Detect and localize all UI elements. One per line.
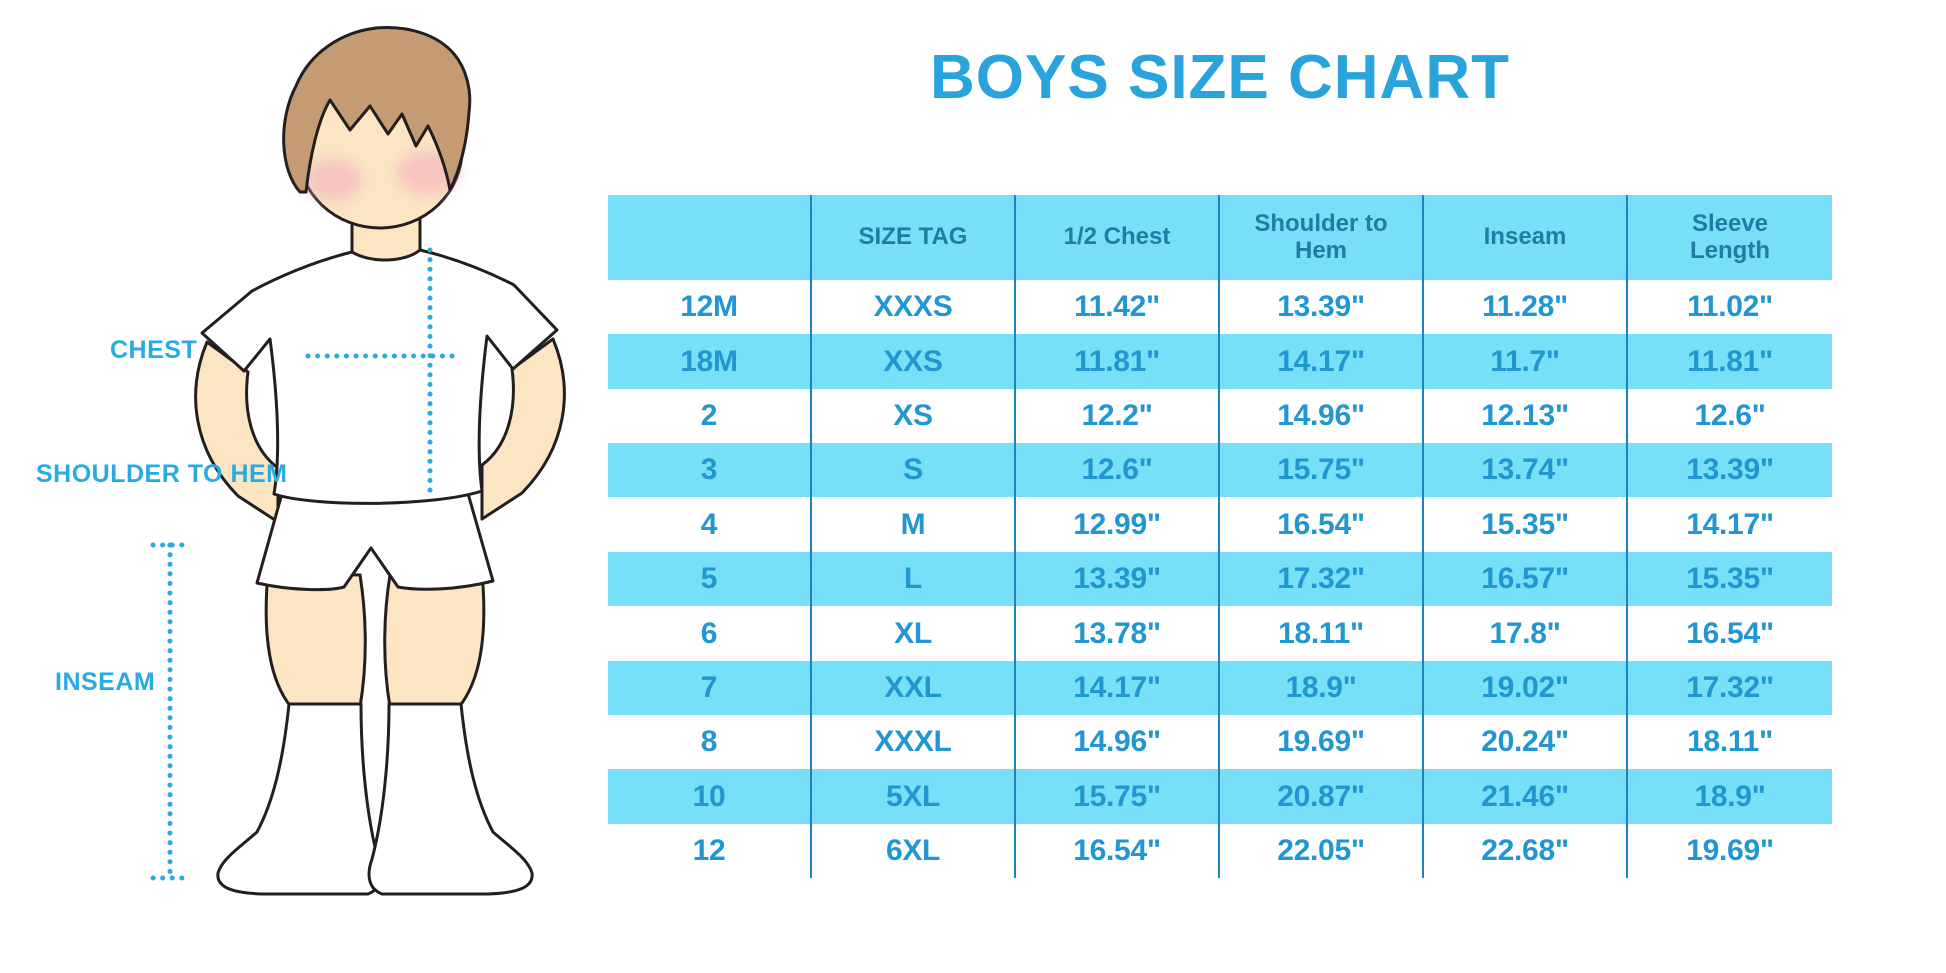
table-cell-r1-c3: 14.17" (1220, 334, 1424, 389)
table-cell-r10-c1: 6XL (812, 823, 1016, 878)
table-cell-r5-c0: 5 (608, 551, 812, 607)
boy-blush-left (304, 159, 362, 201)
header-cell-col4: Inseam (1424, 195, 1628, 280)
table-cell-r2-c3: 14.96" (1220, 388, 1424, 444)
table-cell-r5-c3: 17.32" (1220, 551, 1424, 607)
boy-shorts (255, 488, 495, 592)
table-cell-r1-c1: XXS (812, 334, 1016, 389)
boy-hair (282, 25, 472, 194)
table-cell-r7-c1: XXL (812, 660, 1016, 715)
table-cell-r5-c1: L (812, 551, 1016, 607)
table-cell-r1-c0: 18M (608, 334, 812, 389)
table-cell-r4-c3: 16.54" (1220, 497, 1424, 552)
header-cell-col1: SIZE TAG (812, 195, 1016, 280)
table-cell-r0-c2: 11.42" (1016, 280, 1220, 335)
header-cell-col0 (608, 195, 812, 280)
table-cell-r9-c4: 21.46" (1424, 769, 1628, 824)
table-cell-r7-c3: 18.9" (1220, 660, 1424, 715)
table-cell-r1-c5: 11.81" (1628, 334, 1832, 389)
table-cell-r2-c5: 12.6" (1628, 388, 1832, 444)
table-cell-r10-c4: 22.68" (1424, 823, 1628, 878)
header-cell-col3: Shoulder to Hem (1220, 195, 1424, 280)
table-cell-r0-c0: 12M (608, 280, 812, 335)
table-cell-r0-c5: 11.02" (1628, 280, 1832, 335)
table-cell-r0-c3: 13.39" (1220, 280, 1424, 335)
table-cell-r10-c0: 12 (608, 823, 812, 878)
table-cell-r1-c2: 11.81" (1016, 334, 1220, 389)
header-cell-col2: 1/2 Chest (1016, 195, 1220, 280)
table-cell-r8-c5: 18.11" (1628, 714, 1832, 770)
size-table: SIZE TAG 1/2 Chest Shoulder to Hem Inseam Sl… (608, 195, 1832, 878)
table-cell-r9-c3: 20.87" (1220, 769, 1424, 824)
table-cell-r5-c5: 15.35" (1628, 551, 1832, 607)
table-cell-r0-c4: 11.28" (1424, 280, 1628, 335)
boy-right-sock (367, 702, 534, 896)
table-cell-r3-c1: S (812, 443, 1016, 498)
table-cell-r10-c3: 22.05" (1220, 823, 1424, 878)
table-cell-r3-c5: 13.39" (1628, 443, 1832, 498)
table-cell-r8-c0: 8 (608, 714, 812, 770)
table-cell-r9-c2: 15.75" (1016, 769, 1220, 824)
table-cell-r3-c3: 15.75" (1220, 443, 1424, 498)
table-cell-r3-c2: 12.6" (1016, 443, 1220, 498)
table-cell-r3-c4: 13.74" (1424, 443, 1628, 498)
table-cell-r2-c1: XS (812, 388, 1016, 444)
table-cell-r9-c5: 18.9" (1628, 769, 1832, 824)
table-cell-r4-c0: 4 (608, 497, 812, 552)
table-cell-r10-c5: 19.69" (1628, 823, 1832, 878)
boy-right-arm (480, 337, 566, 521)
boy-left-leg (264, 570, 367, 709)
table-cell-r2-c0: 2 (608, 388, 812, 444)
table-cell-r6-c2: 13.78" (1016, 606, 1220, 661)
table-cell-r1-c4: 11.7" (1424, 334, 1628, 389)
table-cell-r10-c2: 16.54" (1016, 823, 1220, 878)
table-cell-r2-c4: 12.13" (1424, 388, 1628, 444)
boy-tshirt (200, 248, 559, 505)
table-cell-r2-c2: 12.2" (1016, 388, 1220, 444)
boy-figure-illustration (150, 25, 566, 896)
page-title: BOYS SIZE CHART (930, 43, 1510, 112)
table-cell-r6-c3: 18.11" (1220, 606, 1424, 661)
table-cell-r9-c0: 10 (608, 769, 812, 824)
table-cell-r4-c5: 14.17" (1628, 497, 1832, 552)
shoulder-to-hem-label: SHOULDER TO HEM (36, 460, 288, 488)
boy-left-sock (216, 702, 383, 896)
header-cell-col5: Sleeve Length (1628, 195, 1832, 280)
table-cell-r7-c0: 7 (608, 660, 812, 715)
boy-right-leg (383, 570, 486, 709)
table-cell-r7-c5: 17.32" (1628, 660, 1832, 715)
table-cell-r5-c4: 16.57" (1424, 551, 1628, 607)
table-cell-r6-c5: 16.54" (1628, 606, 1832, 661)
table-cell-r4-c2: 12.99" (1016, 497, 1220, 552)
table-cell-r6-c4: 17.8" (1424, 606, 1628, 661)
table-cell-r7-c2: 14.17" (1016, 660, 1220, 715)
table-cell-r8-c4: 20.24" (1424, 714, 1628, 770)
table-cell-r8-c2: 14.96" (1016, 714, 1220, 770)
boy-left-arm (194, 340, 280, 524)
table-cell-r8-c3: 19.69" (1220, 714, 1424, 770)
chest-label: CHEST (110, 336, 198, 364)
table-cell-r4-c4: 15.35" (1424, 497, 1628, 552)
inseam-label: INSEAM (55, 668, 156, 696)
table-cell-r5-c2: 13.39" (1016, 551, 1220, 607)
table-cell-r6-c1: XL (812, 606, 1016, 661)
table-cell-r9-c1: 5XL (812, 769, 1016, 824)
table-cell-r3-c0: 3 (608, 443, 812, 498)
table-cell-r7-c4: 19.02" (1424, 660, 1628, 715)
table-cell-r4-c1: M (812, 497, 1016, 552)
table-cell-r8-c1: XXXL (812, 714, 1016, 770)
table-cell-r0-c1: XXXS (812, 280, 1016, 335)
table-cell-r6-c0: 6 (608, 606, 812, 661)
